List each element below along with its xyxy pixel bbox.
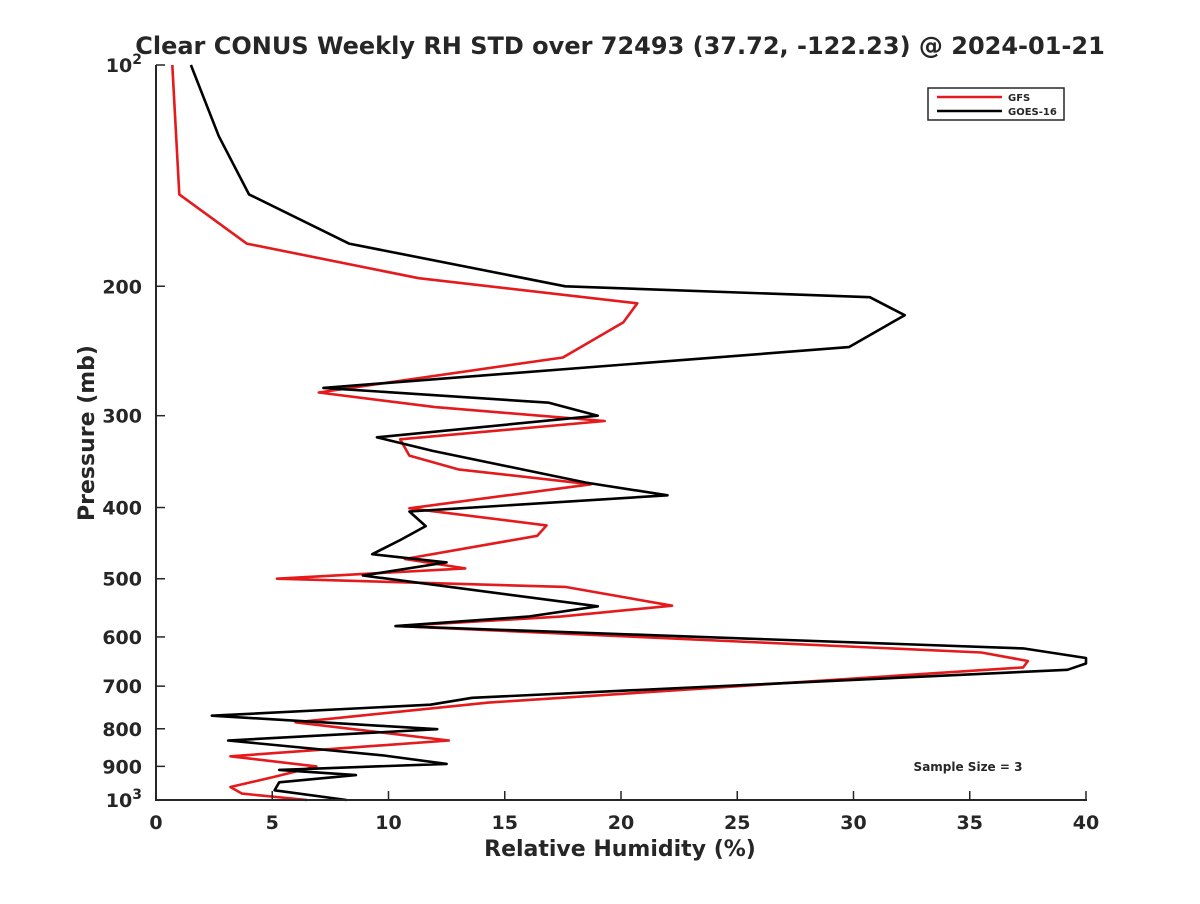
plot-left-axis-line [155,65,157,801]
legend-label-goes16: GOES-16 [1008,107,1057,118]
chart-legend: GFS GOES-16 [927,87,1065,121]
x-tick-label: 20 [608,812,634,834]
y-tick-label: 400 [102,498,142,520]
y-axis-ticks: 102 200 300 400 500 600 700 800 900 103 [102,52,165,812]
x-tick-label: 35 [957,812,983,834]
series-line-gfs [171,64,1030,802]
y-tick-label: 700 [102,676,142,698]
y-tick-label: 500 [102,569,142,591]
sample-size-annotation: Sample Size = 3 [914,760,1023,774]
series-layer [171,64,1088,802]
legend-label-gfs: GFS [1008,93,1030,104]
y-tick-label: 600 [102,627,142,649]
y-tick-label: 102 [106,52,142,77]
chart-title: Clear CONUS Weekly RH STD over 72493 (37… [135,32,1105,60]
x-tick-label: 10 [375,812,401,834]
x-tick-label: 40 [1073,812,1099,834]
x-tick-label: 0 [149,812,162,834]
y-axis-label: Pressure (mb) [75,345,100,521]
y-tick-label: 200 [102,276,142,298]
x-tick-label: 30 [840,812,866,834]
x-axis-ticks: 0 5 10 15 20 25 30 35 40 [149,791,1099,834]
y-tick-label: 300 [102,406,142,428]
y-tick-label: 103 [106,787,142,812]
legend-box [927,87,1065,121]
x-tick-label: 5 [266,812,279,834]
x-tick-label: 15 [492,812,518,834]
y-tick-label: 900 [102,756,142,778]
x-axis-label: Relative Humidity (%) [484,837,756,862]
y-tick-label: 800 [102,719,142,741]
series-line-goes-16 [189,64,1088,802]
x-tick-label: 25 [724,812,750,834]
